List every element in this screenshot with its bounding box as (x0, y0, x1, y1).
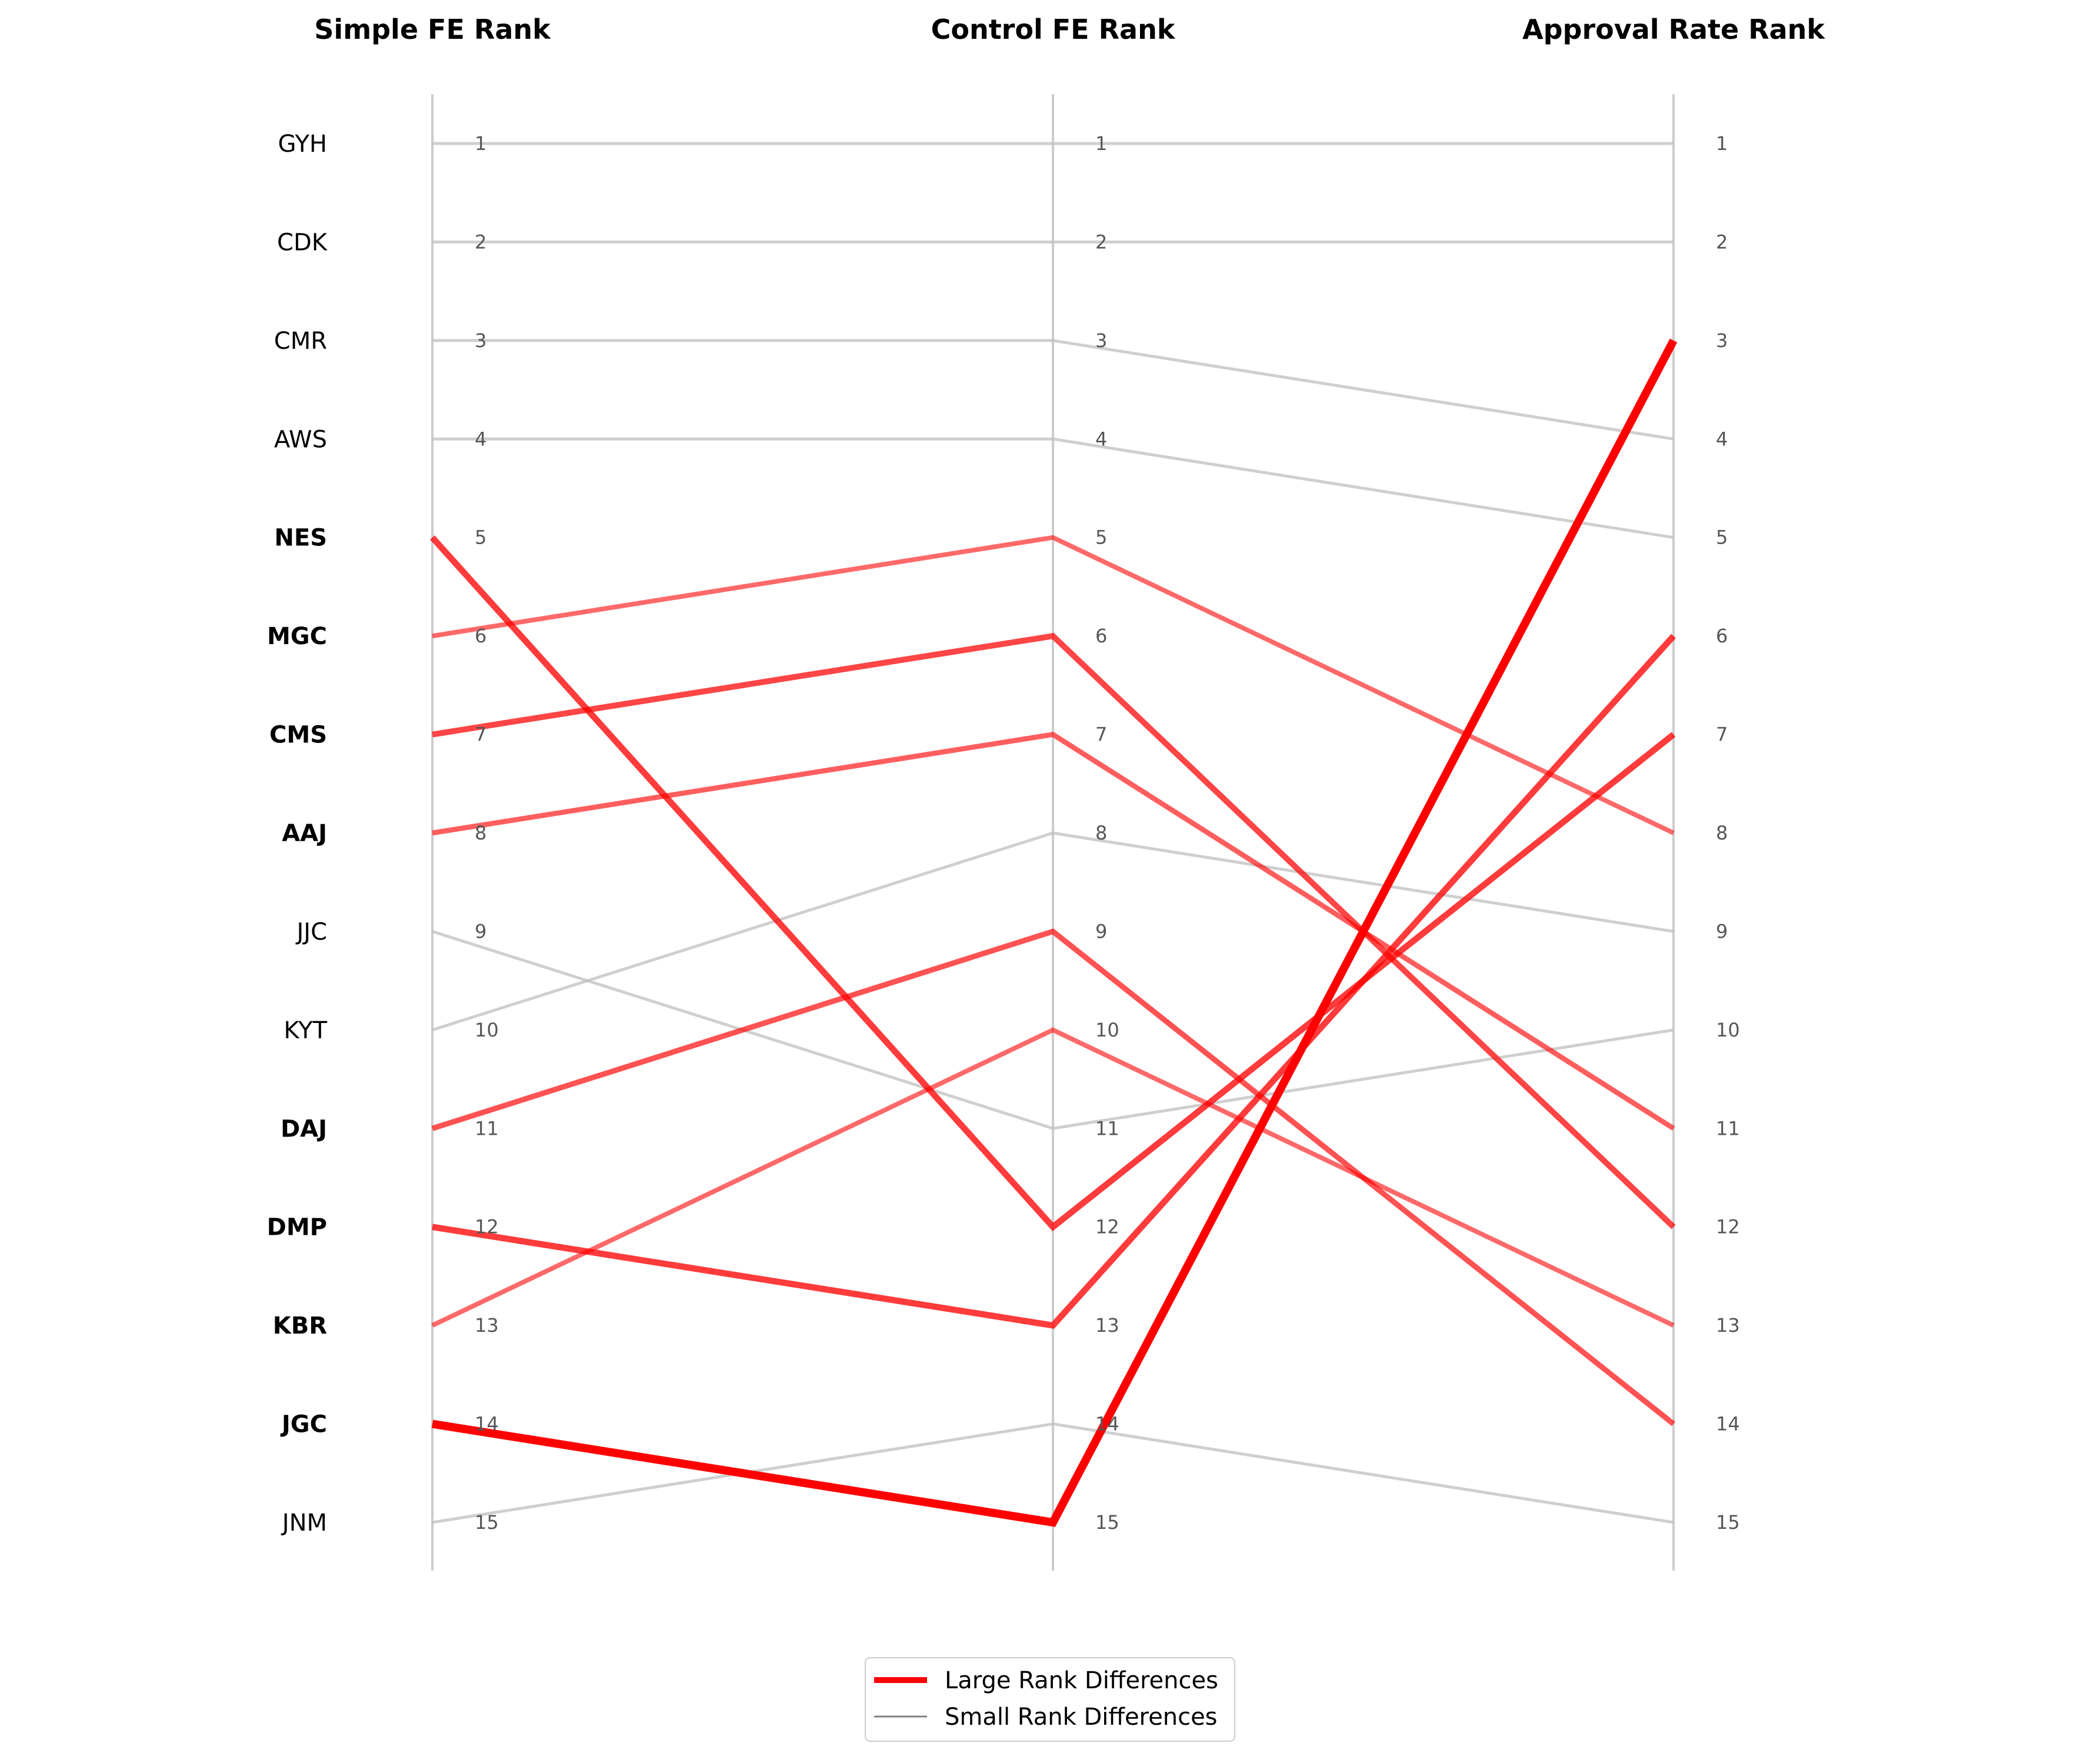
axis-title-simple-fe: Simple FE Rank (314, 14, 551, 45)
rank-tick-axis1-12: 12 (475, 1216, 499, 1238)
rank-tick-axis3-1: 1 (1716, 132, 1728, 155)
entity-label-jnm: JNM (281, 1509, 327, 1537)
rank-tick-axis3-3: 3 (1716, 329, 1728, 352)
entity-label-gyh: GYH (278, 131, 327, 158)
rank-tick-axis3-9: 9 (1716, 920, 1728, 942)
legend: Large Rank Differences Small Rank Differ… (865, 1657, 1235, 1742)
large-difference-lines (430, 338, 1678, 1527)
rank-tick-axis3-4: 4 (1716, 428, 1728, 450)
axis-title-control-fe: Control FE Rank (931, 14, 1176, 45)
rank-tick-axis2-15: 15 (1095, 1511, 1119, 1534)
rank-tick-axis3-7: 7 (1716, 724, 1728, 746)
rank-tick-axis3-2: 2 (1716, 231, 1728, 253)
rank-tick-axis1-7: 7 (475, 724, 486, 746)
rank-tick-axis2-13: 13 (1095, 1314, 1119, 1337)
rank-tick-axis1-9: 9 (475, 920, 486, 942)
rank-tick-axis2-7: 7 (1095, 724, 1107, 746)
rank-tick-axis3-14: 14 (1716, 1413, 1740, 1435)
rank-tick-axis1-2: 2 (475, 231, 486, 253)
axis-title-approval-rate: Approval Rate Rank (1522, 14, 1825, 45)
rank-tick-axis2-4: 4 (1095, 428, 1107, 450)
legend-frame (865, 1657, 1235, 1742)
series-line-cmr (432, 339, 1674, 441)
rank-tick-axis2-3: 3 (1095, 329, 1107, 352)
rank-tick-axis2-9: 9 (1095, 920, 1107, 942)
rank-tick-axis3-11: 11 (1716, 1117, 1740, 1139)
series-line-dmp (432, 634, 1676, 1329)
entity-label-cdk: CDK (277, 229, 328, 256)
rank-tick-axis1-6: 6 (475, 625, 486, 647)
axis-titles: Simple FE Rank Control FE Rank Approval … (314, 14, 1825, 45)
rank-tick-axis1-13: 13 (475, 1314, 499, 1337)
series-line-jgc (431, 338, 1678, 1527)
rank-tick-axis1-15: 15 (475, 1511, 499, 1534)
rank-tick-axis3-8: 8 (1716, 822, 1728, 844)
rank-tick-axis2-5: 5 (1095, 526, 1107, 549)
rank-tick-axis3-13: 13 (1716, 1314, 1740, 1337)
series-line-jnm (432, 1422, 1674, 1524)
rank-tick-axis3-5: 5 (1716, 526, 1728, 549)
rank-tick-axis2-6: 6 (1095, 625, 1107, 647)
entity-label-jgc: JGC (280, 1411, 327, 1438)
rank-tick-axis2-14: 14 (1095, 1413, 1119, 1435)
rank-tick-axis2-8: 8 (1095, 822, 1107, 844)
rank-tick-axis1-8: 8 (475, 822, 486, 844)
entity-label-dmp: DMP (267, 1214, 327, 1241)
legend-label-small: Small Rank Differences (945, 1704, 1218, 1731)
rank-tick-axis1-11: 11 (475, 1117, 499, 1139)
entity-label-kyt: KYT (284, 1017, 327, 1044)
rank-tick-axis1-14: 14 (475, 1413, 499, 1435)
entity-label-jjc: JJC (295, 918, 327, 945)
series-line-aws (432, 437, 1674, 539)
entity-label-nes: NES (274, 525, 327, 552)
rank-tick-axis2-12: 12 (1095, 1216, 1119, 1238)
series-line-aaj (432, 732, 1675, 1131)
rank-tick-axis1-3: 3 (475, 329, 486, 352)
entity-label-aws: AWS (274, 426, 327, 453)
rank-tick-axis2-2: 2 (1095, 231, 1107, 253)
entity-label-aaj: AAJ (282, 820, 327, 847)
rank-tick-axis2-11: 11 (1095, 1117, 1119, 1139)
rank-tick-axis3-10: 10 (1716, 1019, 1740, 1041)
rank-tick-labels: 1234567891011121314151234567891011121314… (475, 132, 1740, 1534)
rank-tick-axis3-12: 12 (1716, 1216, 1740, 1238)
rank-tick-axis1-5: 5 (475, 526, 486, 549)
legend-label-large: Large Rank Differences (945, 1667, 1218, 1694)
entity-labels: GYH CDK CMR AWS NES MGC CMS AAJ JJC KYT DAJ DMP KBR J… (267, 131, 328, 1537)
entity-label-cmr: CMR (274, 328, 327, 355)
series-line-nes (430, 535, 1676, 1232)
rank-tick-axis2-10: 10 (1095, 1019, 1119, 1041)
rank-tick-axis1-4: 4 (475, 428, 486, 450)
rank-tick-axis3-6: 6 (1716, 625, 1728, 647)
series-line-kbr (431, 1027, 1675, 1328)
rank-tick-axis1-10: 10 (475, 1019, 499, 1041)
entity-label-daj: DAJ (281, 1115, 327, 1142)
series-line-cms (432, 632, 1676, 1229)
rank-tick-axis3-15: 15 (1716, 1511, 1740, 1534)
entity-label-kbr: KBR (273, 1312, 327, 1339)
rank-tick-axis1-1: 1 (475, 132, 486, 155)
entity-label-mgc: MGC (267, 623, 327, 650)
series-line-jjc (432, 930, 1674, 1130)
rank-tick-axis2-1: 1 (1095, 132, 1107, 155)
series-line-daj (431, 928, 1675, 1427)
entity-label-cms: CMS (269, 722, 327, 749)
